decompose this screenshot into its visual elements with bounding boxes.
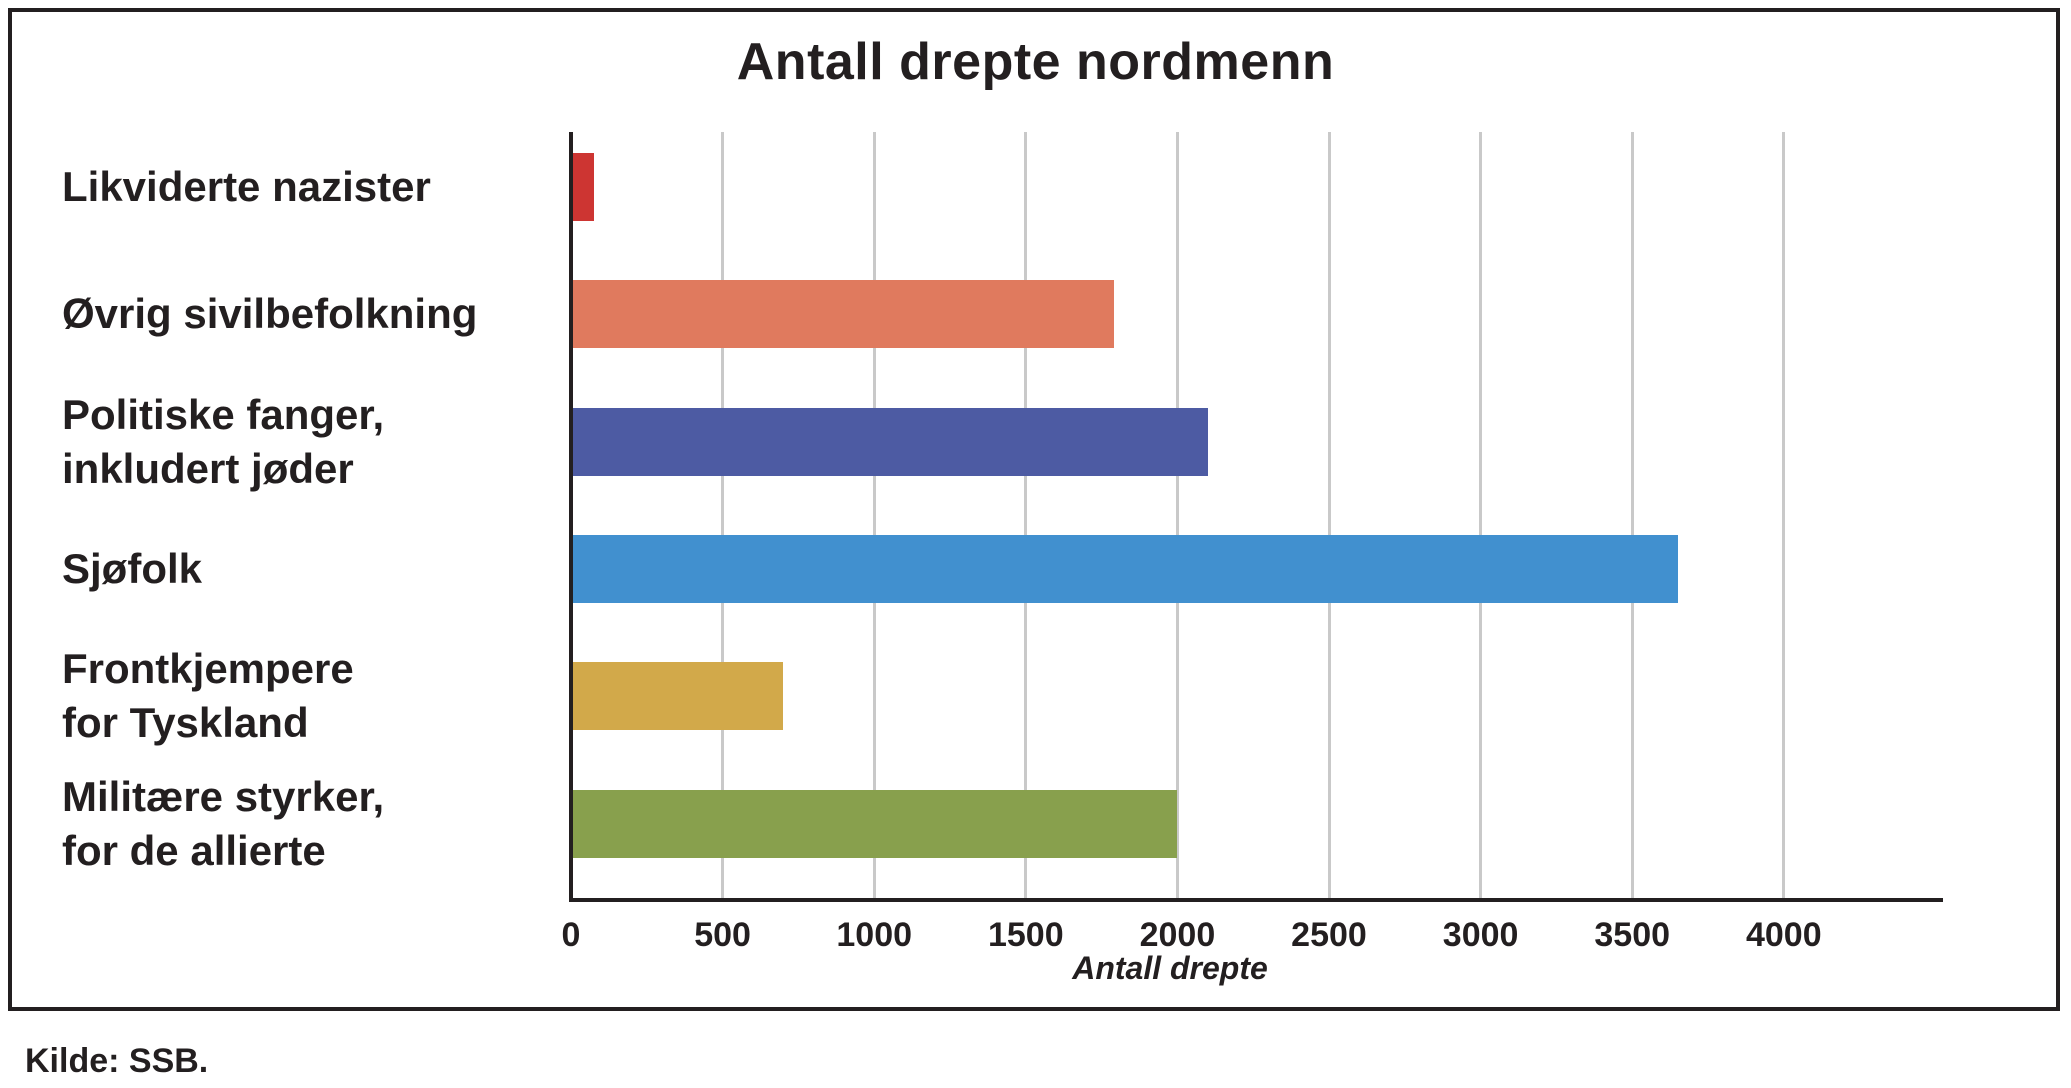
gridline	[1327, 132, 1331, 898]
category-label-4: Frontkjempere for Tyskland	[62, 645, 354, 747]
x-tick-label: 3000	[1442, 916, 1519, 954]
gridline	[721, 132, 725, 898]
x-tick-label: 1000	[836, 916, 913, 954]
x-axis-line	[569, 898, 1943, 902]
x-tick-label: 2500	[1291, 916, 1367, 954]
y-axis-line	[569, 132, 573, 902]
x-tick-label: 1500	[987, 916, 1064, 954]
x-tick-label: 0	[561, 916, 581, 954]
bar-3	[572, 534, 1678, 603]
category-label-3: Sjøfolk	[62, 544, 203, 592]
gridline	[1024, 132, 1028, 898]
gridline	[872, 132, 876, 898]
bar-4	[572, 662, 784, 731]
bar-2	[572, 407, 1208, 476]
gridline	[1175, 132, 1179, 898]
bar-5	[572, 789, 1178, 858]
gridline	[1782, 132, 1786, 898]
gridline	[1479, 132, 1483, 898]
bar-0	[572, 153, 594, 221]
category-label-2: Politiske fanger, inkludert jøder	[62, 390, 385, 492]
chart-title: Antall drepte nordmenn	[736, 33, 1335, 91]
category-label-0: Likviderte nazister	[62, 163, 431, 210]
x-tick-label: 500	[694, 916, 751, 954]
category-label-1: Øvrig sivilbefolkning	[62, 290, 478, 338]
plot-area	[569, 132, 1943, 902]
bar-1	[572, 280, 1114, 349]
x-axis-label: Antall drepte	[1072, 950, 1268, 986]
x-tick-label: 4000	[1745, 916, 1822, 954]
category-label-5: Militære styrker, for de allierte	[62, 772, 385, 874]
gridline	[1630, 132, 1634, 898]
source-caption: Kilde: SSB.	[25, 1042, 209, 1080]
x-tick-label: 2000	[1139, 916, 1216, 954]
x-tick-label: 3500	[1594, 916, 1671, 954]
